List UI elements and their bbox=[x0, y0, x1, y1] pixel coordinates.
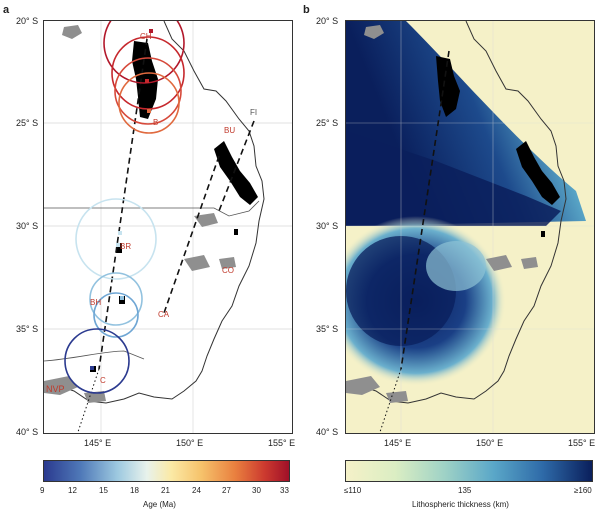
lon-label-155-b: 155° E bbox=[568, 438, 596, 448]
grey-volcanics-a bbox=[44, 25, 236, 403]
lat-label-35-b: 35° S bbox=[316, 324, 339, 334]
age-tick-27: 27 bbox=[222, 486, 231, 495]
lon-label-145-b: 145° E bbox=[384, 438, 412, 448]
age-tick-18: 18 bbox=[130, 486, 139, 495]
panel-a-letter: a bbox=[3, 4, 10, 16]
map-panel-a: CH B BU BR CO BH CA C NVP FI bbox=[43, 20, 293, 434]
site-markers-a bbox=[90, 29, 153, 370]
age-tick-24: 24 bbox=[192, 486, 201, 495]
site-label-bu: BU bbox=[224, 126, 235, 135]
map-b-svg bbox=[346, 21, 594, 433]
colorbar-thickness-title: Lithospheric thickness (km) bbox=[412, 500, 509, 509]
age-tick-21: 21 bbox=[161, 486, 170, 495]
thickness-tick-mid: 135 bbox=[458, 486, 472, 495]
state-border-qld-nsw bbox=[44, 200, 260, 217]
colorbar-age bbox=[43, 460, 290, 482]
lat-label-25-b: 25° S bbox=[316, 118, 339, 128]
lat-label-20-a: 20° S bbox=[16, 16, 39, 26]
thickness-tick-max: ≥160 bbox=[574, 486, 592, 495]
map-a-svg: CH B BU BR CO BH CA C NVP FI bbox=[44, 21, 292, 433]
lat-label-30-b: 30° S bbox=[316, 221, 339, 231]
age-tick-30: 30 bbox=[252, 486, 261, 495]
lon-label-145-a: 145° E bbox=[84, 438, 112, 448]
colorbar-thickness bbox=[345, 460, 593, 482]
site-label-fi: FI bbox=[250, 108, 257, 117]
lat-label-20-b: 20° S bbox=[316, 16, 339, 26]
coastline-a bbox=[44, 21, 265, 404]
site-label-nvp: NVP bbox=[46, 384, 65, 394]
age-tick-12: 12 bbox=[68, 486, 77, 495]
state-border-vic bbox=[44, 350, 145, 362]
site-label-co: CO bbox=[222, 266, 234, 275]
site-label-bh: BH bbox=[90, 298, 101, 307]
site-label-c: C bbox=[100, 376, 106, 385]
lat-label-30-a: 30° S bbox=[16, 221, 39, 231]
lat-label-25-a: 25° S bbox=[16, 118, 39, 128]
age-tick-15: 15 bbox=[99, 486, 108, 495]
site-label-ca: CA bbox=[158, 310, 170, 319]
lon-label-150-b: 150° E bbox=[476, 438, 504, 448]
lon-label-155-a: 155° E bbox=[268, 438, 296, 448]
hotspot-track-b bbox=[400, 50, 450, 370]
site-label-b: B bbox=[153, 118, 158, 127]
graticule-b bbox=[346, 21, 594, 433]
grey-volcanics-b bbox=[346, 25, 538, 403]
age-tick-9: 9 bbox=[40, 486, 45, 495]
age-circles-a bbox=[64, 21, 185, 394]
panel-b-letter: b bbox=[303, 4, 310, 16]
site-label-ch: CH bbox=[140, 32, 152, 41]
coastline-b bbox=[346, 21, 567, 404]
age-tick-33: 33 bbox=[280, 486, 289, 495]
colorbar-age-title: Age (Ma) bbox=[143, 500, 176, 509]
thickness-tick-min: ≤110 bbox=[344, 486, 362, 495]
lat-label-40-b: 40° S bbox=[316, 427, 339, 437]
graticule-a bbox=[44, 21, 292, 433]
map-panel-b bbox=[345, 20, 595, 434]
lat-label-40-a: 40° S bbox=[16, 427, 39, 437]
hotspot-tracks-a bbox=[98, 38, 255, 370]
lon-label-150-a: 150° E bbox=[176, 438, 204, 448]
lat-label-35-a: 35° S bbox=[16, 324, 39, 334]
site-label-br: BR bbox=[120, 242, 131, 251]
